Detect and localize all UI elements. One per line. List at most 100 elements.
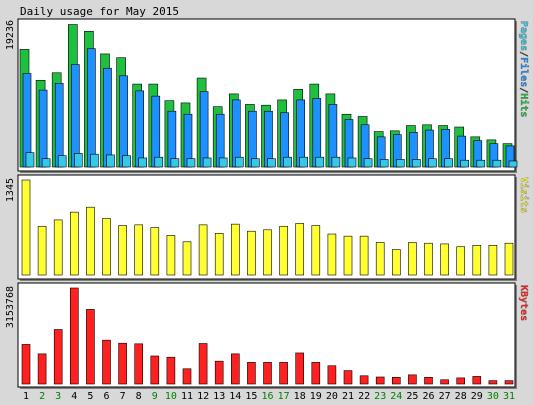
visits-bar [150, 227, 160, 276]
day-tick-label: 22 [358, 391, 370, 402]
visits-bar [53, 219, 63, 276]
files-bar [199, 91, 209, 168]
pages-bar [186, 158, 196, 168]
visits-bar [311, 225, 321, 276]
day-tick-label: 5 [87, 391, 93, 402]
files-bar [135, 90, 144, 168]
day-tick-label: 13 [213, 391, 225, 402]
visits-bar [327, 233, 337, 276]
kbytes-bar [424, 377, 433, 385]
day-tick-label: 7 [120, 391, 126, 402]
legend-entry: Files [518, 57, 530, 87]
day-axis: 1 2 3 4 5 6 7 8 9 10 11 12 13 14 15 16 17 18 19 20 21 22 23 24 2… [23, 391, 515, 402]
pages-bar [251, 158, 260, 168]
pages-bar [154, 156, 164, 168]
chart-title: Daily usage for May 2015 [20, 5, 179, 18]
visits-bar [214, 233, 224, 276]
visits-bar [263, 229, 272, 276]
pages-bar [379, 159, 389, 168]
legend-entry: / [518, 87, 529, 93]
day-tick-label: 18 [294, 391, 306, 402]
day-tick-label: 2 [39, 391, 45, 402]
visits-bar [118, 225, 127, 276]
kbytes-bar [359, 375, 369, 385]
kbytes-bar [53, 329, 63, 385]
pages-bar [299, 156, 309, 168]
files-bar [151, 95, 161, 168]
pages-bar [138, 157, 147, 168]
pages-bar [460, 159, 470, 168]
kbytes-bar [456, 377, 466, 385]
day-tick-label: 26 [422, 391, 434, 402]
visits-bar [504, 242, 514, 276]
visits-bar [70, 211, 79, 276]
kbytes-bar [37, 353, 47, 385]
day-tick-label: 24 [390, 391, 402, 402]
kbytes-bar [86, 309, 95, 385]
pages-bar [492, 159, 502, 168]
visits-bar [295, 223, 305, 276]
panel-legend: Pages/Files/Hits [518, 21, 530, 117]
visits-bar [488, 245, 498, 276]
day-tick-label: 23 [374, 391, 386, 402]
visits-bar [37, 225, 47, 276]
day-tick-label: 3 [55, 391, 61, 402]
day-tick-label: 30 [487, 391, 499, 402]
kbytes-bar [504, 380, 514, 385]
pages-bar [508, 160, 518, 168]
day-tick-label: 29 [471, 391, 483, 402]
day-tick-label: 14 [229, 391, 241, 402]
pages-bar [283, 156, 292, 168]
visits-bar [21, 179, 31, 276]
day-tick-label: 9 [152, 391, 158, 402]
visits-bar [166, 235, 176, 276]
kbytes-bar [488, 380, 498, 385]
files-bar [119, 75, 128, 168]
daily-visits-panel: 1345 Visits [5, 174, 530, 281]
pages-bar [428, 158, 437, 168]
pages-bar [315, 156, 325, 168]
pages-bar [395, 159, 405, 168]
pages-bar [202, 157, 212, 168]
kbytes-bar [21, 344, 31, 385]
daily-hits-files-pages-panel: 19236 Pages/Files/Hits [5, 18, 530, 173]
kbytes-bar [440, 379, 449, 385]
visits-bar [198, 224, 208, 276]
day-tick-label: 25 [406, 391, 418, 402]
pages-bar [74, 153, 83, 168]
kbytes-bar [279, 362, 288, 385]
kbytes-bar [150, 355, 160, 385]
day-tick-label: 15 [245, 391, 257, 402]
visits-bar [375, 242, 385, 276]
kbytes-bar [214, 360, 224, 385]
visits-bar [391, 249, 401, 276]
visits-bar [102, 218, 111, 276]
pages-bar [122, 155, 131, 168]
pages-bar [218, 157, 228, 168]
visits-bar [472, 245, 482, 276]
pages-bar [476, 159, 486, 168]
kbytes-bar [391, 377, 401, 385]
pages-bar [444, 158, 453, 168]
day-tick-label: 6 [103, 391, 109, 402]
kbytes-bar [102, 339, 111, 385]
legend-entry: KBytes [518, 285, 529, 321]
day-tick-label: 10 [165, 391, 177, 402]
y-max-label: 1345 [5, 178, 16, 202]
day-tick-label: 4 [71, 391, 77, 402]
visits-bar [456, 246, 466, 276]
kbytes-bar [343, 370, 353, 385]
visits-bar [424, 242, 433, 276]
kbytes-bar [118, 342, 127, 385]
pages-bar [25, 152, 35, 168]
visits-bar [86, 206, 95, 276]
kbytes-bar [311, 362, 321, 385]
visits-bar [408, 242, 417, 276]
day-tick-label: 19 [310, 391, 322, 402]
day-tick-label: 20 [326, 391, 338, 402]
visits-bar [440, 243, 449, 276]
kbytes-bar [70, 287, 79, 385]
kbytes-bar [327, 365, 337, 385]
y-max-label: 19236 [5, 20, 16, 50]
